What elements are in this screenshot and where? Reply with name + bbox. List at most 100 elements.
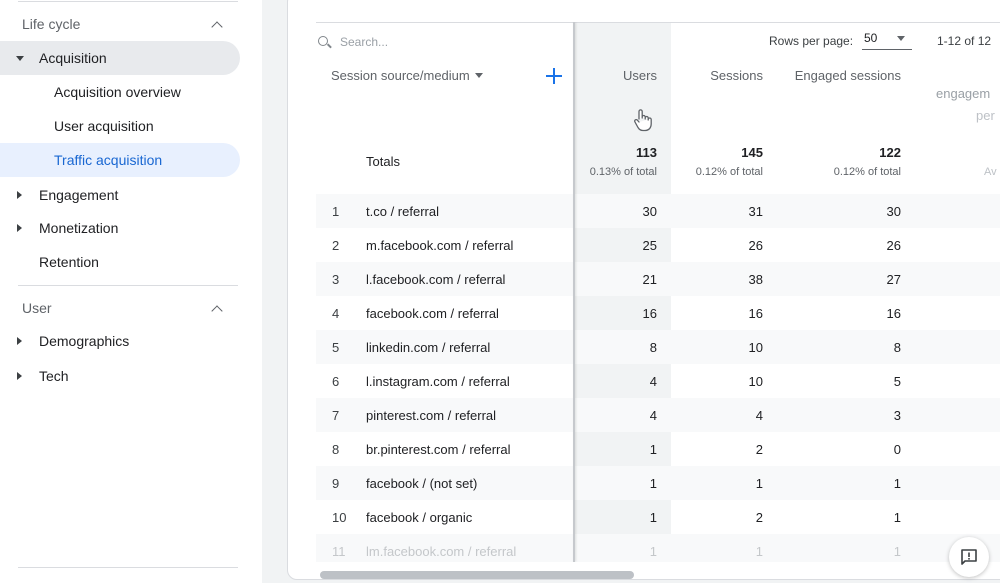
- engaged-sessions-cell: 30: [886, 204, 901, 219]
- row-number: 11: [332, 544, 346, 559]
- row-number: 8: [332, 442, 340, 457]
- table-row[interactable]: 3 l.facebook.com / referral 21 38 27: [316, 262, 1000, 296]
- table-row[interactable]: 8 br.pinterest.com / referral 1 2 0: [316, 432, 1000, 466]
- column-header-partial[interactable]: engagem: [936, 86, 991, 101]
- column-header-partial-line2: per: [976, 108, 995, 123]
- source-medium-cell: pinterest.com / referral: [366, 408, 497, 423]
- table-row[interactable]: 1 t.co / referral 30 31 30: [316, 194, 1000, 228]
- sidebar-item-engagement[interactable]: Engagement: [0, 178, 240, 212]
- engaged-sessions-cell: 5: [893, 374, 901, 389]
- sidebar-item-user-acquisition[interactable]: User acquisition: [0, 109, 240, 143]
- sessions-cell: 10: [748, 340, 763, 355]
- divider: [18, 1, 238, 2]
- chevron-up-icon[interactable]: [211, 305, 223, 317]
- divider: [18, 567, 238, 568]
- sessions-cell: 38: [748, 272, 763, 287]
- row-number: 7: [332, 408, 340, 423]
- divider: [316, 22, 1000, 23]
- sidebar-item-traffic-acquisition[interactable]: Traffic acquisition: [0, 143, 240, 177]
- table-row[interactable]: 4 facebook.com / referral 16 16 16: [316, 296, 1000, 330]
- section-life-cycle[interactable]: Life cycle: [0, 10, 240, 38]
- users-cell: 30: [642, 204, 657, 219]
- table-row[interactable]: 11 lm.facebook.com / referral 1 1 1: [316, 534, 1000, 562]
- triangle-down-icon: [897, 36, 905, 41]
- table-row[interactable]: 2 m.facebook.com / referral 25 26 26: [316, 228, 1000, 262]
- sessions-cell: 1: [755, 476, 763, 491]
- sessions-cell: 26: [748, 238, 763, 253]
- table-row[interactable]: 9 facebook / (not set) 1 1 1: [316, 466, 1000, 500]
- sidebar-item-label: Demographics: [39, 333, 130, 349]
- source-medium-cell: facebook.com / referral: [366, 306, 499, 321]
- sidebar-item-label: Acquisition: [39, 50, 107, 66]
- sidebar-item-retention[interactable]: Retention: [0, 245, 240, 279]
- sessions-cell: 10: [748, 374, 763, 389]
- dimension-header-label: Session source/medium: [331, 68, 470, 83]
- source-medium-cell: facebook / organic: [366, 510, 473, 525]
- table-row[interactable]: 7 pinterest.com / referral 4 4 3: [316, 398, 1000, 432]
- engaged-sessions-cell: 8: [893, 340, 901, 355]
- users-cell: 1: [649, 442, 657, 457]
- sidebar-item-label: Traffic acquisition: [54, 152, 163, 168]
- sidebar-nav: Life cycle Acquisition Acquisition overv…: [0, 0, 262, 583]
- rows-per-page-value: 50: [864, 31, 878, 45]
- total-sessions-value: 145: [741, 145, 763, 160]
- chevron-up-icon[interactable]: [211, 21, 223, 33]
- dimension-header[interactable]: Session source/medium: [331, 68, 483, 83]
- users-cell: 1: [649, 544, 657, 559]
- total-engaged-share: 0.12% of total: [833, 166, 901, 178]
- sidebar-item-label: User acquisition: [54, 118, 154, 134]
- source-medium-cell: m.facebook.com / referral: [366, 238, 514, 253]
- source-medium-cell: facebook / (not set): [366, 476, 478, 491]
- row-number: 2: [332, 238, 340, 253]
- totals-label: Totals: [366, 154, 400, 169]
- triangle-right-icon: [17, 372, 22, 380]
- total-partial-share: Av: [984, 166, 997, 178]
- table-row[interactable]: 5 linkedin.com / referral 8 10 8: [316, 330, 1000, 364]
- table-row[interactable]: 10 facebook / organic 1 2 1: [316, 500, 1000, 534]
- divider: [18, 285, 238, 286]
- engaged-sessions-cell: 27: [886, 272, 901, 287]
- users-cell: 4: [649, 408, 657, 423]
- sidebar-item-acquisition[interactable]: Acquisition: [0, 41, 240, 75]
- row-number: 4: [332, 306, 340, 321]
- table-row[interactable]: 6 l.instagram.com / referral 4 10 5: [316, 364, 1000, 398]
- engaged-sessions-cell: 1: [893, 476, 901, 491]
- sidebar-item-monetization[interactable]: Monetization: [0, 211, 240, 245]
- feedback-button[interactable]: [949, 537, 989, 577]
- row-number: 9: [332, 476, 340, 491]
- sidebar-item-acquisition-overview[interactable]: Acquisition overview: [0, 75, 240, 109]
- horizontal-scrollbar[interactable]: [320, 571, 634, 579]
- sessions-cell: 4: [755, 408, 763, 423]
- source-medium-cell: lm.facebook.com / referral: [366, 544, 517, 559]
- rows-per-page-select[interactable]: 50: [862, 28, 912, 50]
- search-input[interactable]: [340, 32, 540, 52]
- row-number: 10: [332, 510, 347, 525]
- rows-per-page-label: Rows per page:: [769, 34, 854, 48]
- sidebar-item-tech[interactable]: Tech: [0, 359, 240, 393]
- row-number: 5: [332, 340, 340, 355]
- section-label: Life cycle: [22, 16, 81, 32]
- section-user[interactable]: User: [0, 293, 240, 321]
- triangle-right-icon: [17, 224, 22, 232]
- sidebar-item-label: Retention: [39, 254, 99, 270]
- users-cell: 4: [649, 374, 657, 389]
- search-icon: [318, 36, 328, 46]
- engaged-sessions-cell: 26: [886, 238, 901, 253]
- sessions-cell: 1: [755, 544, 763, 559]
- add-dimension-plus-icon[interactable]: [545, 67, 563, 85]
- column-header-users[interactable]: Users: [623, 68, 657, 83]
- row-number: 6: [332, 374, 340, 389]
- source-medium-cell: t.co / referral: [366, 204, 439, 219]
- sessions-cell: 2: [755, 510, 763, 525]
- triangle-down-icon: [16, 56, 24, 61]
- total-users-share: 0.13% of total: [589, 166, 657, 178]
- users-cell: 8: [649, 340, 657, 355]
- column-header-engaged-sessions[interactable]: Engaged sessions: [794, 68, 901, 83]
- engaged-sessions-cell: 1: [893, 544, 901, 559]
- frozen-column-divider: [573, 22, 575, 562]
- hand-pointer-icon: [634, 109, 652, 132]
- feedback-icon: [961, 549, 977, 565]
- sidebar-item-demographics[interactable]: Demographics: [0, 324, 240, 358]
- users-cell: 1: [649, 476, 657, 491]
- column-header-sessions[interactable]: Sessions: [710, 68, 763, 83]
